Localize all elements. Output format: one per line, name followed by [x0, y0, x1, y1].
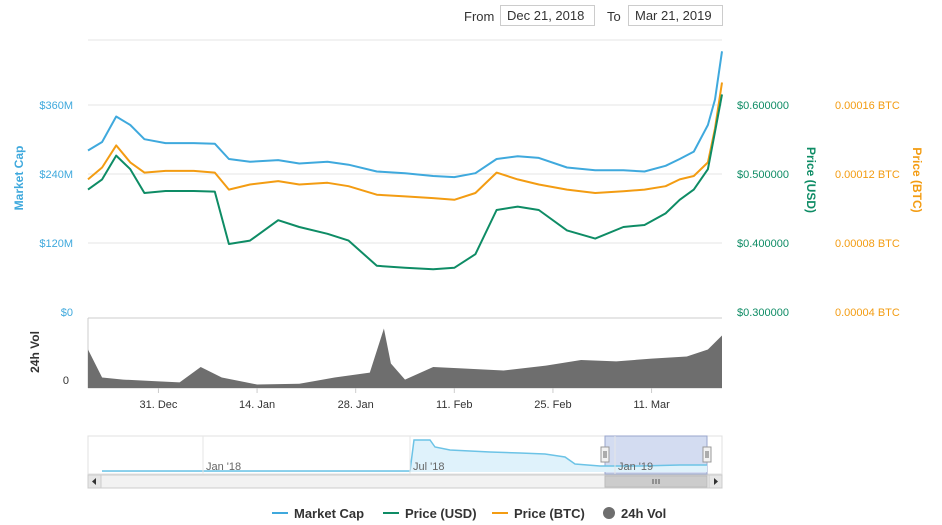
- to-label: To: [607, 9, 621, 24]
- price-usd-tick-label: $0.300000: [737, 307, 789, 319]
- navigator-handle[interactable]: [702, 446, 712, 463]
- volume-axis-title: 24h Vol: [28, 331, 42, 373]
- legend-line-icon: [272, 512, 288, 514]
- price-btc-tick-label: 0.00012 BTC: [835, 169, 900, 181]
- market-cap-axis-title: Market Cap: [12, 146, 26, 211]
- legend-market-cap[interactable]: Market Cap: [272, 504, 364, 522]
- arrow-left-icon: [92, 478, 96, 485]
- volume-area: [88, 328, 722, 388]
- price-usd-tick-label: $0.500000: [737, 169, 789, 181]
- price-btc-tick-label: 0.00016 BTC: [835, 100, 900, 112]
- market-cap-tick-label: $240M: [39, 169, 73, 181]
- from-label: From: [464, 9, 495, 24]
- grid-lines: [87, 39, 722, 389]
- x-tick-label: 11. Mar: [633, 399, 670, 411]
- navigator-tick-label: Jan '18: [206, 461, 241, 473]
- price-usd-axis-title: Price (USD): [804, 147, 818, 213]
- price-btc-tick-label: 0.00008 BTC: [835, 238, 900, 250]
- market-cap-tick-label: $360M: [39, 100, 73, 112]
- navigator-area: [102, 440, 707, 472]
- legend-dot-icon: [603, 507, 615, 519]
- legend-label: Price (USD): [405, 505, 477, 521]
- navigator-tick-label: Jul '18: [413, 461, 444, 473]
- market-cap-tick-label: $120M: [39, 238, 73, 250]
- market-cap-line: [87, 51, 723, 179]
- legend-label: 24h Vol: [621, 505, 667, 521]
- legend-price-usd[interactable]: Price (USD): [383, 504, 477, 522]
- price-usd-line: [87, 94, 723, 271]
- x-tick-label: 31. Dec: [139, 399, 177, 411]
- price-btc-line: [87, 82, 723, 201]
- volume-tick-label: 0: [63, 375, 69, 387]
- x-tick-label: 28. Jan: [338, 399, 374, 411]
- from-date-input[interactable]: Dec 21, 2018: [500, 5, 595, 26]
- price-chart: Market Cap Price (USD) Price (BTC) 24h V…: [12, 39, 924, 489]
- navigator-tick-label: Jan '19: [618, 461, 653, 473]
- legend-line-icon: [492, 512, 508, 514]
- navigator[interactable]: Jan '18 Jul '18 Jan '19: [87, 435, 723, 489]
- arrow-right-icon: [714, 478, 718, 485]
- to-date-input[interactable]: Mar 21, 2019: [628, 5, 723, 26]
- navigator-handle[interactable]: [600, 446, 610, 463]
- price-btc-axis-title: Price (BTC): [910, 147, 924, 212]
- volume-series: [88, 328, 722, 388]
- price-usd-tick-label: $0.600000: [737, 100, 789, 112]
- x-tick-label: 14. Jan: [239, 399, 275, 411]
- price-btc-tick-label: 0.00004 BTC: [835, 307, 900, 319]
- legend-label: Price (BTC): [514, 505, 585, 521]
- navigator-line: [102, 439, 707, 472]
- x-tick-label: 25. Feb: [534, 399, 571, 411]
- market-cap-tick-label: $0: [61, 307, 73, 319]
- x-tick-label: 11. Feb: [436, 399, 473, 411]
- legend-line-icon: [383, 512, 399, 514]
- legend-price-btc[interactable]: Price (BTC): [492, 504, 585, 522]
- legend-volume[interactable]: 24h Vol: [603, 504, 666, 522]
- price-usd-tick-label: $0.400000: [737, 238, 789, 250]
- legend-label: Market Cap: [294, 505, 365, 521]
